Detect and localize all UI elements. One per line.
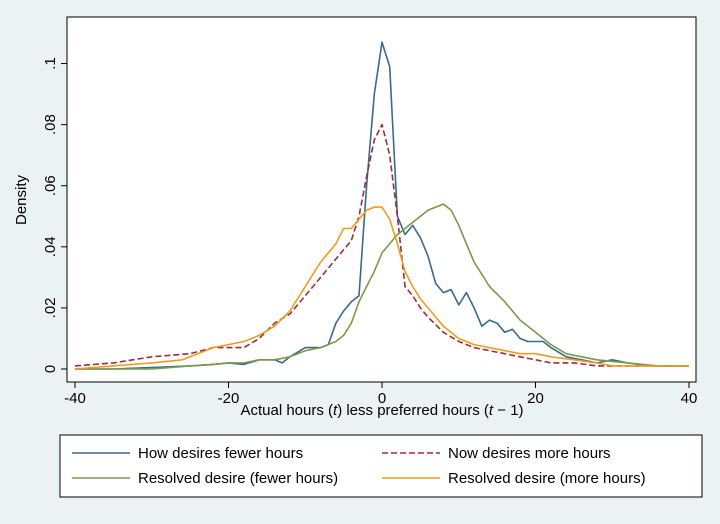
series-line-1 [75, 41, 689, 370]
y-tick-label: .02 [42, 297, 59, 318]
legend-label-4: Resolved desire (more hours) [448, 470, 646, 487]
y-tick-label: 0 [42, 365, 59, 373]
legend-label-1: How desires fewer hours [138, 445, 303, 462]
series-line-4 [74, 206, 689, 370]
y-tick-label: .1 [42, 57, 59, 70]
x-tick-label: 0 [378, 390, 386, 407]
legend: How desires fewer hours Now desires more … [72, 445, 646, 487]
axes-layer: -40 -20 0 20 40 0 .02 .04 .06 .08 .1 [42, 57, 697, 407]
y-axis-title: Density [13, 174, 30, 225]
x-tick-label: -40 [64, 390, 86, 407]
legend-label-2: Now desires more hours [448, 445, 611, 462]
x-axis-title: Actual hours (t) less preferred hours (t… [240, 402, 523, 419]
legend-box [59, 434, 703, 498]
y-tick-label: .04 [42, 236, 59, 257]
series-line-3 [75, 203, 689, 370]
x-tick-label: 40 [681, 390, 698, 407]
legend-label-3: Resolved desire (fewer hours) [138, 470, 338, 487]
y-tick-label: .08 [42, 114, 59, 135]
plot-area [66, 16, 697, 383]
series-layer [74, 41, 689, 370]
y-tick-label: .06 [42, 175, 59, 196]
x-tick-label: -20 [218, 390, 240, 407]
x-tick-label: 20 [527, 390, 544, 407]
